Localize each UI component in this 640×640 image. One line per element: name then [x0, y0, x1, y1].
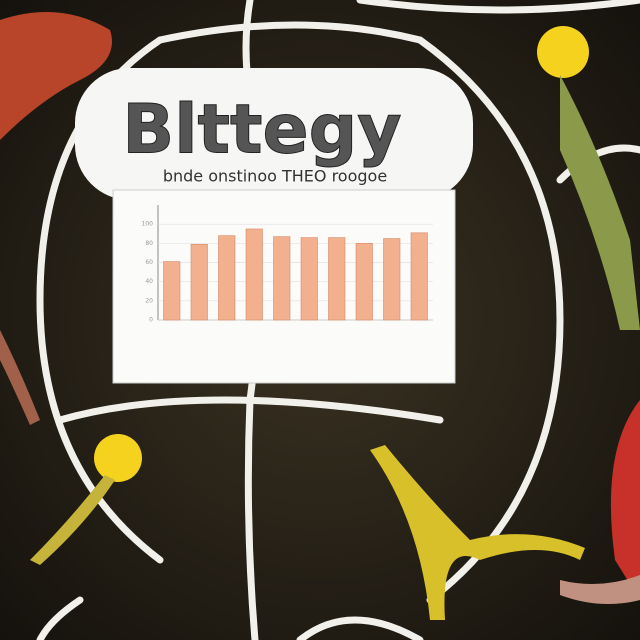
- chart-title: Blttegy: [122, 91, 401, 170]
- bar: [355, 243, 373, 321]
- bar: [300, 237, 318, 321]
- y-tick-label: 60: [145, 259, 153, 266]
- chart-subtitle: bnde onstinoo THEO roogoe: [163, 167, 387, 186]
- bar: [245, 228, 263, 321]
- bar: [410, 232, 428, 321]
- organic-shapes: [0, 12, 640, 620]
- y-tick-label: 40: [145, 278, 153, 285]
- bar: [218, 235, 236, 321]
- y-tick-label: 100: [142, 221, 154, 228]
- bar: [383, 238, 401, 321]
- bar: [190, 243, 208, 321]
- y-tick-label: 80: [145, 240, 153, 247]
- bar: [328, 237, 346, 321]
- bar: [163, 261, 181, 321]
- y-tick-label: 20: [145, 297, 153, 304]
- title-banner: [75, 68, 473, 200]
- y-tick-label: 0: [149, 317, 153, 324]
- bar: [273, 236, 291, 321]
